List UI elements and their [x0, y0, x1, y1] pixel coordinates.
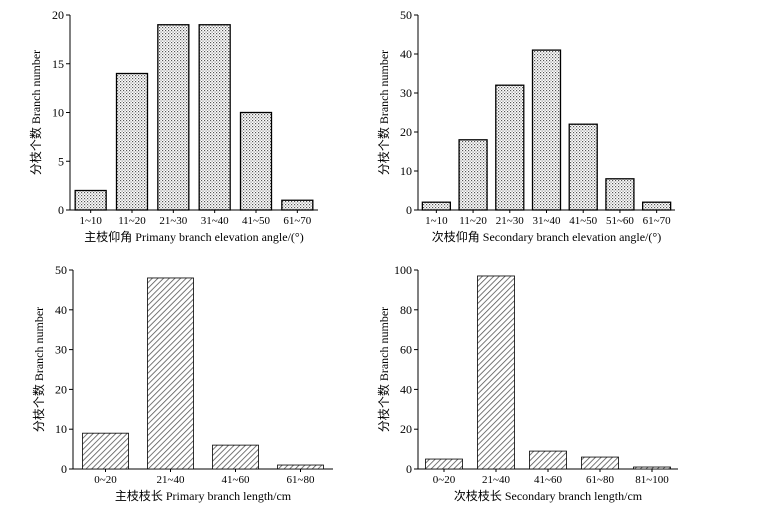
bar-31~40: [198, 24, 231, 211]
bar-21~40: [147, 277, 194, 470]
bar-51~60: [605, 178, 635, 211]
y-tick-label: 60: [400, 343, 412, 357]
y-tick-label: 5: [58, 154, 64, 168]
bar-41~50: [568, 123, 598, 211]
y-tick-label: 15: [52, 57, 64, 71]
chart-1: 0 5 10 15 20 1~10 11~20 21~30 31~40 41~50 61~70 主枝仰…: [28, 8, 318, 244]
bar-21~30: [157, 24, 190, 211]
bar-61~80: [581, 456, 619, 470]
bar-0~20: [425, 458, 463, 470]
y-axis-label: 分枝个数 Branch number: [376, 307, 391, 432]
x-tick-label: 81~100: [635, 474, 669, 486]
y-tick-label: 0: [61, 462, 67, 476]
y-axis-label: 分枝个数 Branch number: [28, 50, 43, 175]
y-tick-label: 10: [400, 164, 412, 178]
chart-2: 0 10 20 30 40 50 1~10 11~20 21~30 31~40 41~50 51~60…: [376, 8, 675, 244]
bar-0~20: [82, 432, 129, 470]
y-tick-label: 20: [400, 125, 412, 139]
bar-31~40: [531, 49, 562, 211]
bar-11~20: [115, 72, 149, 211]
x-axis-label: 次枝仰角 Secondary branch elevation angle/(°…: [432, 229, 661, 244]
y-axis-label: 分枝个数 Branch number: [31, 307, 46, 432]
bar-81~100: [633, 466, 671, 470]
x-tick-label: 21~40: [157, 474, 185, 486]
x-tick-label: 31~40: [533, 215, 561, 227]
x-tick-label: 1~10: [425, 215, 448, 227]
y-axis-label: 分枝个数 Branch number: [376, 50, 391, 175]
y-tick-label: 20: [400, 422, 412, 436]
y-tick-label: 50: [400, 8, 412, 22]
bar-1~10: [421, 201, 452, 211]
x-tick-label: 41~50: [569, 215, 597, 227]
x-axis-label: 主枝枝长 Primary branch length/cm: [115, 488, 292, 503]
x-tick-label: 51~60: [606, 215, 634, 227]
bar-61~70: [281, 199, 314, 211]
y-tick-label: 50: [55, 263, 67, 277]
y-tick-label: 30: [55, 343, 67, 357]
bar-41~60: [529, 450, 567, 470]
x-tick-label: 21~30: [496, 215, 524, 227]
y-tick-label: 30: [400, 86, 412, 100]
y-tick-label: 80: [400, 303, 412, 317]
y-tick-label: 0: [58, 203, 64, 217]
x-axis-label: 次枝枝长 Secondary branch length/cm: [454, 488, 643, 503]
bar-61~70: [641, 201, 672, 211]
bar-21~30: [495, 84, 525, 211]
y-tick-label: 20: [52, 8, 64, 22]
x-tick-label: 11~20: [118, 215, 146, 227]
chart-4: 0 20 40 60 80 100 0~20 21~40 41~60 61~80 81~100 次枝枝…: [376, 263, 678, 503]
x-tick-label: 61~80: [586, 474, 614, 486]
x-tick-label: 31~40: [201, 215, 229, 227]
y-tick-label: 40: [55, 303, 67, 317]
y-tick-label: 0: [406, 203, 412, 217]
x-tick-label: 41~60: [534, 474, 562, 486]
chart-3: 0 10 20 30 40 50 0~20 21~40 41~60 61~80 主枝枝长 Prima…: [31, 263, 333, 503]
y-tick-label: 10: [52, 106, 64, 120]
bar-21~40: [477, 275, 515, 470]
bar-1~10: [74, 189, 107, 211]
y-tick-label: 20: [55, 382, 67, 396]
y-tick-label: 100: [394, 263, 412, 277]
x-tick-label: 21~40: [482, 474, 510, 486]
x-tick-label: 61~70: [283, 215, 311, 227]
x-tick-label: 21~30: [159, 215, 187, 227]
y-tick-label: 40: [400, 47, 412, 61]
x-tick-label: 0~20: [94, 474, 117, 486]
x-tick-label: 61~70: [643, 215, 671, 227]
x-tick-label: 41~60: [222, 474, 250, 486]
bar-11~20: [458, 139, 488, 211]
x-axis-label: 主枝仰角 Primany branch elevation angle/(°): [84, 229, 303, 244]
y-tick-label: 40: [400, 382, 412, 396]
bar-41~60: [212, 444, 259, 470]
x-tick-label: 1~10: [79, 215, 102, 227]
x-tick-label: 0~20: [433, 474, 456, 486]
bar-61~80: [277, 464, 324, 470]
bar-41~50: [239, 111, 273, 211]
y-tick-label: 10: [55, 422, 67, 436]
x-tick-label: 11~20: [459, 215, 487, 227]
x-tick-label: 41~50: [242, 215, 270, 227]
x-tick-label: 61~80: [287, 474, 315, 486]
y-tick-label: 0: [406, 462, 412, 476]
